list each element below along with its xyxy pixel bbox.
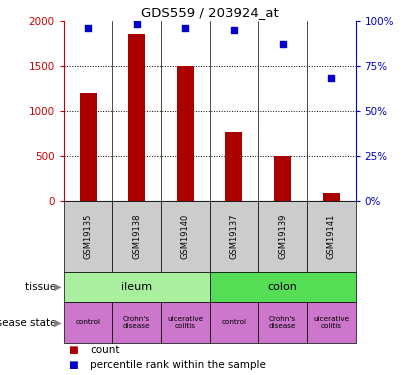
Text: tissue: tissue <box>25 282 60 292</box>
Text: ▶: ▶ <box>54 318 62 327</box>
Bar <box>210 272 356 302</box>
Bar <box>307 201 356 272</box>
Point <box>231 27 237 33</box>
Point <box>328 75 335 81</box>
Bar <box>128 34 145 201</box>
Text: control: control <box>76 320 101 326</box>
Text: disease state: disease state <box>0 318 60 327</box>
Text: ▶: ▶ <box>54 282 62 292</box>
Text: control: control <box>222 320 247 326</box>
Text: GSM19137: GSM19137 <box>229 213 238 259</box>
Text: Crohn's
disease: Crohn's disease <box>269 316 296 329</box>
Bar <box>79 93 97 201</box>
Bar <box>258 201 307 272</box>
Bar <box>210 302 258 343</box>
Bar <box>307 302 356 343</box>
Bar <box>258 302 307 343</box>
Point <box>134 21 140 27</box>
Text: colon: colon <box>268 282 298 292</box>
Bar <box>64 272 210 302</box>
Text: GSM19135: GSM19135 <box>83 214 92 259</box>
Bar <box>323 194 340 201</box>
Bar <box>112 302 161 343</box>
Text: ulcerative
colitis: ulcerative colitis <box>313 316 349 329</box>
Bar <box>274 156 291 201</box>
Bar <box>112 201 161 272</box>
Text: percentile rank within the sample: percentile rank within the sample <box>90 360 266 370</box>
Text: GSM19141: GSM19141 <box>327 214 336 259</box>
Point <box>85 25 91 31</box>
Bar <box>225 132 242 201</box>
Bar <box>64 302 112 343</box>
Text: ulcerative
colitis: ulcerative colitis <box>167 316 203 329</box>
Text: ileum: ileum <box>121 282 152 292</box>
Bar <box>161 302 210 343</box>
Text: count: count <box>90 345 120 355</box>
Bar <box>177 66 194 201</box>
Text: GSM19139: GSM19139 <box>278 214 287 259</box>
Bar <box>64 201 112 272</box>
Title: GDS559 / 203924_at: GDS559 / 203924_at <box>141 6 279 20</box>
Text: Crohn's
disease: Crohn's disease <box>123 316 150 329</box>
Text: ■: ■ <box>68 360 78 370</box>
Point <box>182 25 189 31</box>
Bar <box>161 201 210 272</box>
Text: GSM19140: GSM19140 <box>181 214 190 259</box>
Text: GSM19138: GSM19138 <box>132 213 141 259</box>
Text: ■: ■ <box>68 345 78 355</box>
Bar <box>210 201 258 272</box>
Point <box>279 41 286 47</box>
